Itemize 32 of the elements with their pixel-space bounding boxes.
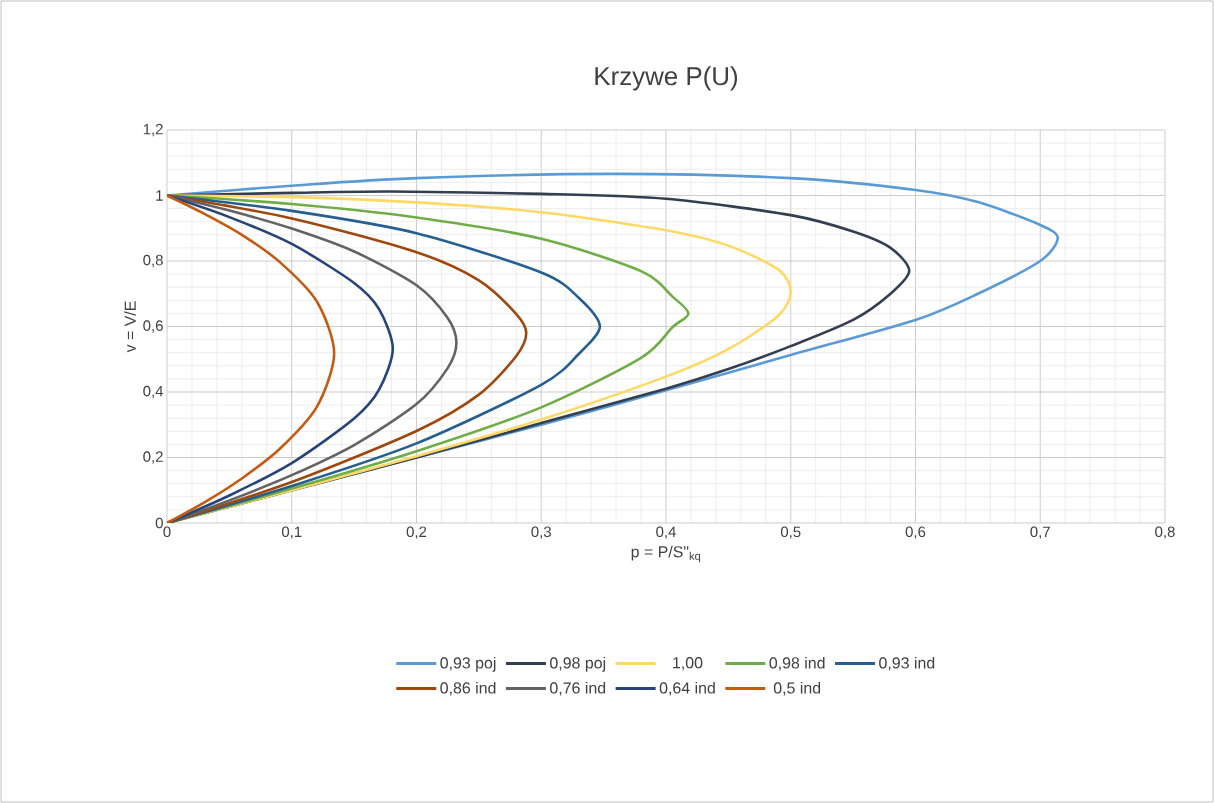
legend-label: 0,64 ind [659,681,715,696]
y-tick-label: 0,8 [143,254,163,268]
line-series [167,194,336,523]
legend-label: 1,00 [673,657,703,671]
x-tick-label: 0,1 [281,526,302,539]
y-axis-title: v = V/E [124,301,136,353]
y-tick-label: 0,6 [143,320,163,333]
legend-label: 0,76 ind [550,681,606,696]
y-tick-label: 1,2 [143,123,163,137]
x-tick-label: 0,6 [905,526,926,539]
x-tick-label: 0,7 [1030,526,1050,539]
legend-label: 0,93 ind [879,656,935,671]
chart-title: Krzywe P(U) [595,66,738,91]
line-series [167,194,602,523]
y-tick-label: 0,2 [143,451,163,464]
x-tick-label: 0,4 [656,526,676,539]
legend-label: 0,5 ind [773,681,821,696]
line-series [167,194,395,523]
x-tick-label: 0,5 [780,526,801,539]
line-series [167,194,690,523]
legend-label: 0,98 poj [550,656,606,672]
x-tick-label: 0,3 [531,526,551,539]
legend-label: 0,86 ind [440,681,496,696]
legend-label: 0,93 poj [440,656,496,672]
line-series [167,194,528,523]
legend-label: 0,98 ind [769,656,825,671]
y-tick-label: 1 [156,190,163,201]
y-tick-label: 0,4 [143,385,164,399]
x-axis-title: p = P/S"$_{kq}$ [631,545,701,563]
y-tick-label: 0 [155,517,163,529]
x-tick-label: 0,2 [406,526,427,539]
x-tick-label: 0,8 [1155,526,1175,539]
